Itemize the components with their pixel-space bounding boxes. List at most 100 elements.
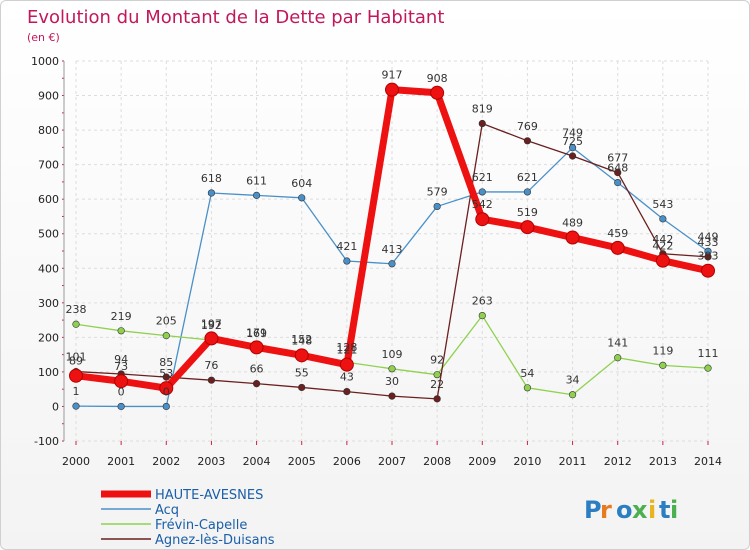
legend-label: Agnez-lès-Duisans xyxy=(155,533,275,548)
y-tick-label: 700 xyxy=(38,159,59,172)
data-label: 119 xyxy=(652,344,673,357)
data-label: 449 xyxy=(698,230,719,243)
x-tick-label: 2009 xyxy=(468,455,496,468)
data-point xyxy=(339,357,354,372)
x-tick-label: 2007 xyxy=(378,455,406,468)
data-point xyxy=(117,327,125,335)
data-point xyxy=(659,215,667,223)
y-tick-label: 500 xyxy=(38,228,59,241)
data-point xyxy=(568,144,577,152)
data-label: 621 xyxy=(472,171,493,184)
data-label: 76 xyxy=(204,359,218,372)
data-label: 111 xyxy=(698,347,719,360)
data-point xyxy=(388,260,396,268)
data-point xyxy=(388,392,396,400)
data-labels: 1 0 0 618 611 604 421 413 579 621 621 749 648 543 449 2… xyxy=(66,69,719,399)
data-label: 413 xyxy=(382,243,403,256)
data-label: 92 xyxy=(430,354,444,367)
data-label: 219 xyxy=(111,310,132,323)
data-point xyxy=(162,332,170,340)
proxiti-logo: Pr o x i t i xyxy=(584,496,678,524)
data-label: 489 xyxy=(562,217,583,230)
y-tick-label: -100 xyxy=(34,435,59,448)
data-label: 55 xyxy=(295,366,309,379)
data-label: 648 xyxy=(607,162,628,175)
data-label: 53 xyxy=(159,367,173,380)
data-point xyxy=(252,191,261,199)
legend-label: Acq xyxy=(155,503,179,518)
x-tick-label: 2010 xyxy=(513,455,541,468)
y-tick-label: 900 xyxy=(38,90,59,103)
logo-letter: i xyxy=(670,496,678,524)
data-label: 725 xyxy=(562,135,583,148)
data-label: 197 xyxy=(201,317,222,330)
data-point xyxy=(475,212,490,227)
data-label: 519 xyxy=(517,206,538,219)
logo-letter: r xyxy=(600,496,612,524)
data-point xyxy=(568,391,577,399)
y-tick-label: 600 xyxy=(38,193,59,206)
data-point xyxy=(523,188,532,196)
data-point xyxy=(385,82,399,97)
x-tick-label: 2012 xyxy=(604,455,632,468)
data-point xyxy=(72,402,80,410)
y-tick-label: 200 xyxy=(38,331,59,344)
x-tick-label: 2011 xyxy=(559,455,587,468)
data-label: 917 xyxy=(382,69,403,82)
data-label: 749 xyxy=(562,127,583,140)
data-label: 0 xyxy=(163,385,170,398)
data-label: 769 xyxy=(517,120,538,133)
logo-letter: t xyxy=(659,496,670,524)
chart-subtitle: (en €) xyxy=(27,31,60,44)
data-point xyxy=(249,340,264,355)
data-point xyxy=(298,383,306,392)
data-point xyxy=(388,365,396,373)
data-point xyxy=(614,168,622,177)
x-tick-label: 2005 xyxy=(288,455,316,468)
data-label: 579 xyxy=(427,185,448,198)
x-tick-label: 2008 xyxy=(423,455,451,468)
data-label: 422 xyxy=(652,240,673,253)
data-point xyxy=(659,361,667,369)
data-point xyxy=(433,395,441,403)
data-label: 542 xyxy=(472,198,493,211)
x-tick-label: 2003 xyxy=(197,455,225,468)
data-point xyxy=(343,257,351,265)
data-point xyxy=(610,240,625,255)
axes: -100010020030040050060070080090010002000… xyxy=(31,55,722,468)
data-label: 148 xyxy=(291,334,312,347)
data-label: 66 xyxy=(250,363,264,376)
data-point xyxy=(117,402,125,411)
data-label: 89 xyxy=(69,355,83,368)
logo-letter: x xyxy=(632,496,648,524)
data-label: 192 xyxy=(201,319,222,332)
x-tick-label: 2013 xyxy=(649,455,677,468)
data-point xyxy=(72,320,80,328)
data-label: 22 xyxy=(430,378,444,391)
data-point xyxy=(298,194,306,202)
series-layer xyxy=(69,82,715,411)
data-label: 128 xyxy=(336,341,357,354)
x-tick-label: 2006 xyxy=(333,455,361,468)
legend: HAUTE-AVESNESAcqFrévin-CapelleAgnez-lès-… xyxy=(101,488,275,548)
data-label: 121 xyxy=(336,344,357,357)
data-label: 393 xyxy=(698,250,719,263)
data-label: 1 xyxy=(73,385,80,398)
legend-label: Frévin-Capelle xyxy=(155,518,247,533)
data-point xyxy=(69,368,83,383)
x-tick-label: 2014 xyxy=(694,455,722,468)
y-tick-label: 100 xyxy=(38,366,59,379)
data-point xyxy=(565,230,580,245)
data-point xyxy=(159,381,174,396)
data-label: 34 xyxy=(566,374,580,387)
data-point xyxy=(704,253,712,261)
data-label: 30 xyxy=(385,375,399,388)
data-point xyxy=(433,202,441,211)
data-point xyxy=(252,380,261,388)
data-label: 109 xyxy=(382,348,403,361)
data-point xyxy=(343,388,351,396)
data-label: 819 xyxy=(472,103,493,116)
data-point xyxy=(294,348,309,363)
data-point xyxy=(614,354,622,362)
